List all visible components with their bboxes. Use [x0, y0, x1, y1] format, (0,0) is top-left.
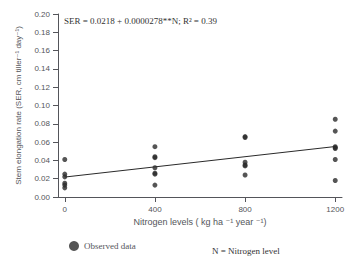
svg-text:0: 0 [63, 205, 68, 214]
svg-text:Stem elongation rate (SER, cm: Stem elongation rate (SER, cm tiller⁻¹ d… [14, 26, 23, 185]
svg-text:0.12: 0.12 [34, 83, 50, 92]
svg-text:0.02: 0.02 [34, 174, 50, 183]
svg-text:800: 800 [238, 205, 252, 214]
svg-text:0.06: 0.06 [34, 138, 50, 147]
svg-text:Nitrogen levels ( kg ha ⁻¹ yea: Nitrogen levels ( kg ha ⁻¹ year ⁻¹) [133, 217, 266, 227]
svg-text:SER = 0.0218 + 0.0000278**N; R: SER = 0.0218 + 0.0000278**N; R² = 0.39 [64, 16, 217, 26]
svg-text:Observed data: Observed data [84, 241, 136, 251]
svg-text:0.08: 0.08 [34, 119, 50, 128]
svg-text:1200: 1200 [326, 205, 344, 214]
svg-text:0.18: 0.18 [34, 28, 50, 37]
svg-text:0.00: 0.00 [34, 193, 50, 202]
svg-text:0.10: 0.10 [34, 101, 50, 110]
svg-text:0.04: 0.04 [34, 156, 50, 165]
svg-text:N = Nitrogen level: N = Nitrogen level [212, 246, 280, 256]
svg-text:400: 400 [148, 205, 162, 214]
svg-text:0.20: 0.20 [34, 10, 50, 19]
svg-text:0.14: 0.14 [34, 64, 50, 73]
svg-text:0.16: 0.16 [34, 46, 50, 55]
